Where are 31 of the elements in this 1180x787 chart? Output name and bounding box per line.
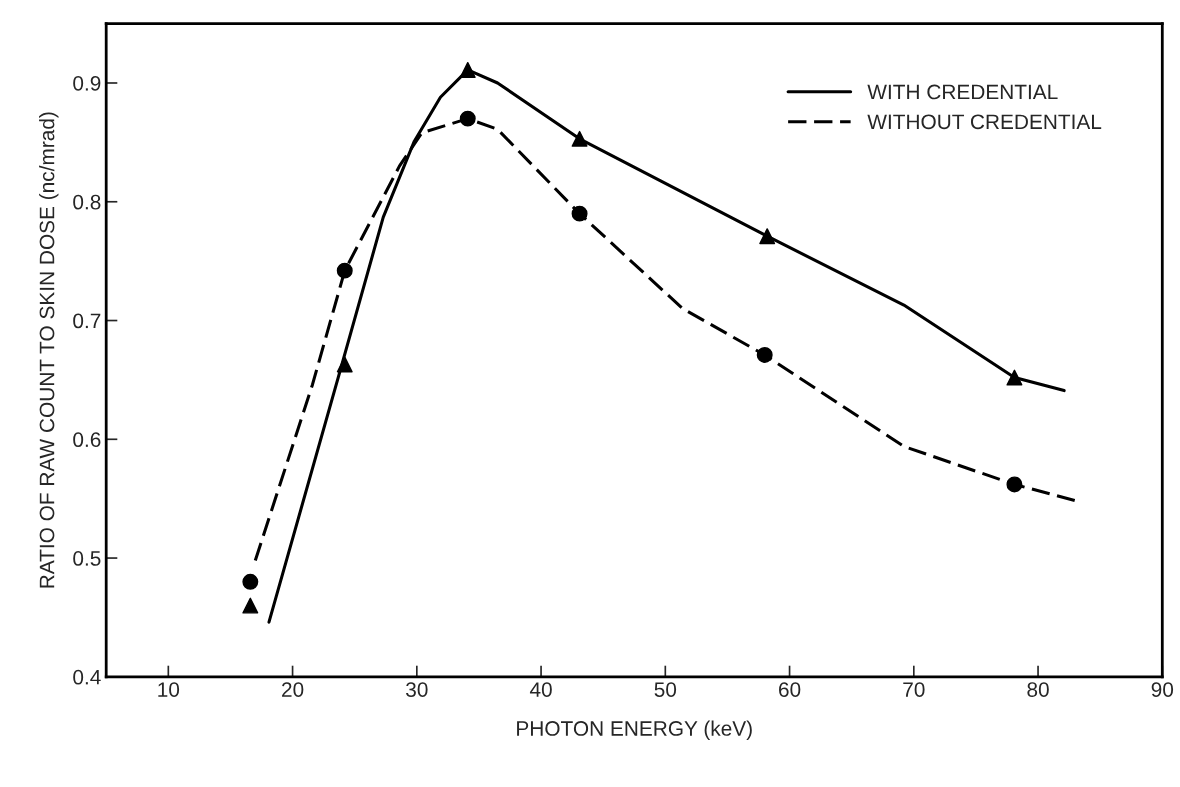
point	[336, 356, 353, 373]
x-tick-label: 30	[406, 682, 428, 697]
y-tick-label: 0.5	[73, 551, 101, 566]
point	[242, 597, 259, 614]
x-tick-label: 10	[158, 682, 180, 697]
x-axis-title: PHOTON ENERGY (keV)	[517, 720, 752, 740]
x-tick-label: 20	[282, 682, 304, 697]
y-axis-title: RATIO OF RAW COUNT TO SKIN DOSE (nc/mrad)	[39, 112, 59, 588]
legend-label: WITHOUT CREDENTIAL	[867, 114, 1102, 130]
y-tick-label: 0.8	[73, 194, 101, 210]
y-tick-label: 0.7	[73, 313, 101, 329]
x-tick-label: 80	[1027, 682, 1049, 697]
x-tick-label: 90	[1151, 682, 1174, 697]
x-tick-label: 70	[903, 682, 925, 697]
y-tick-label: 0.4	[73, 669, 101, 685]
point	[1006, 476, 1023, 493]
point	[571, 130, 588, 147]
point	[242, 573, 259, 590]
x-tick-label: 50	[654, 682, 677, 697]
point	[571, 205, 588, 222]
x-tick-label: 40	[529, 682, 552, 697]
point	[459, 110, 476, 127]
point	[756, 346, 773, 363]
legend-label: WITH CREDENTIAL	[867, 84, 1058, 100]
x-tick-label: 60	[779, 682, 801, 697]
y-tick-label: 0.9	[73, 75, 101, 91]
point	[459, 61, 476, 78]
point	[1006, 369, 1023, 386]
point	[336, 262, 353, 279]
y-tick-label: 0.6	[73, 432, 101, 448]
point	[759, 228, 776, 245]
